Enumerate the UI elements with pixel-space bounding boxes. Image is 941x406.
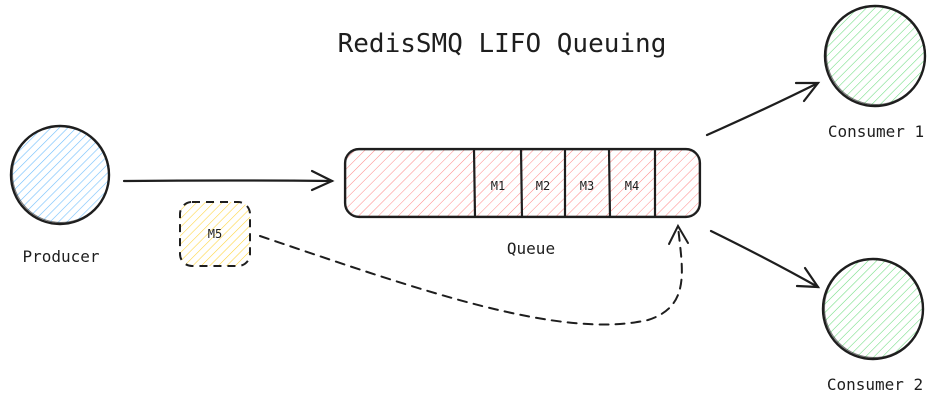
- queue-slot-2: M2: [536, 179, 550, 193]
- queue-slot-3: M3: [580, 179, 594, 193]
- producer-to-queue-arrow: [122, 169, 335, 192]
- consumer-1-node: [823, 4, 927, 108]
- consumer-1-label: Consumer 1: [828, 122, 924, 141]
- queue-to-consumer-2-arrow: [709, 229, 821, 289]
- queue-slot-1: M1: [491, 179, 505, 193]
- consumer-2-node: [821, 257, 925, 361]
- incoming-message-label: M5: [208, 227, 222, 241]
- queue-to-consumer-1-arrow: [705, 81, 821, 137]
- diagram-title: RedisSMQ LIFO Queuing: [338, 29, 667, 59]
- incoming-message-m5: [179, 201, 251, 267]
- producer-node: [9, 124, 111, 226]
- queue-label: Queue: [507, 239, 555, 258]
- queue-slot-dividers: [472, 148, 657, 218]
- producer-label: Producer: [22, 247, 99, 266]
- queue-slot-4: M4: [625, 179, 639, 193]
- push-arrow: [259, 223, 689, 326]
- consumer-2-label: Consumer 2: [827, 375, 923, 394]
